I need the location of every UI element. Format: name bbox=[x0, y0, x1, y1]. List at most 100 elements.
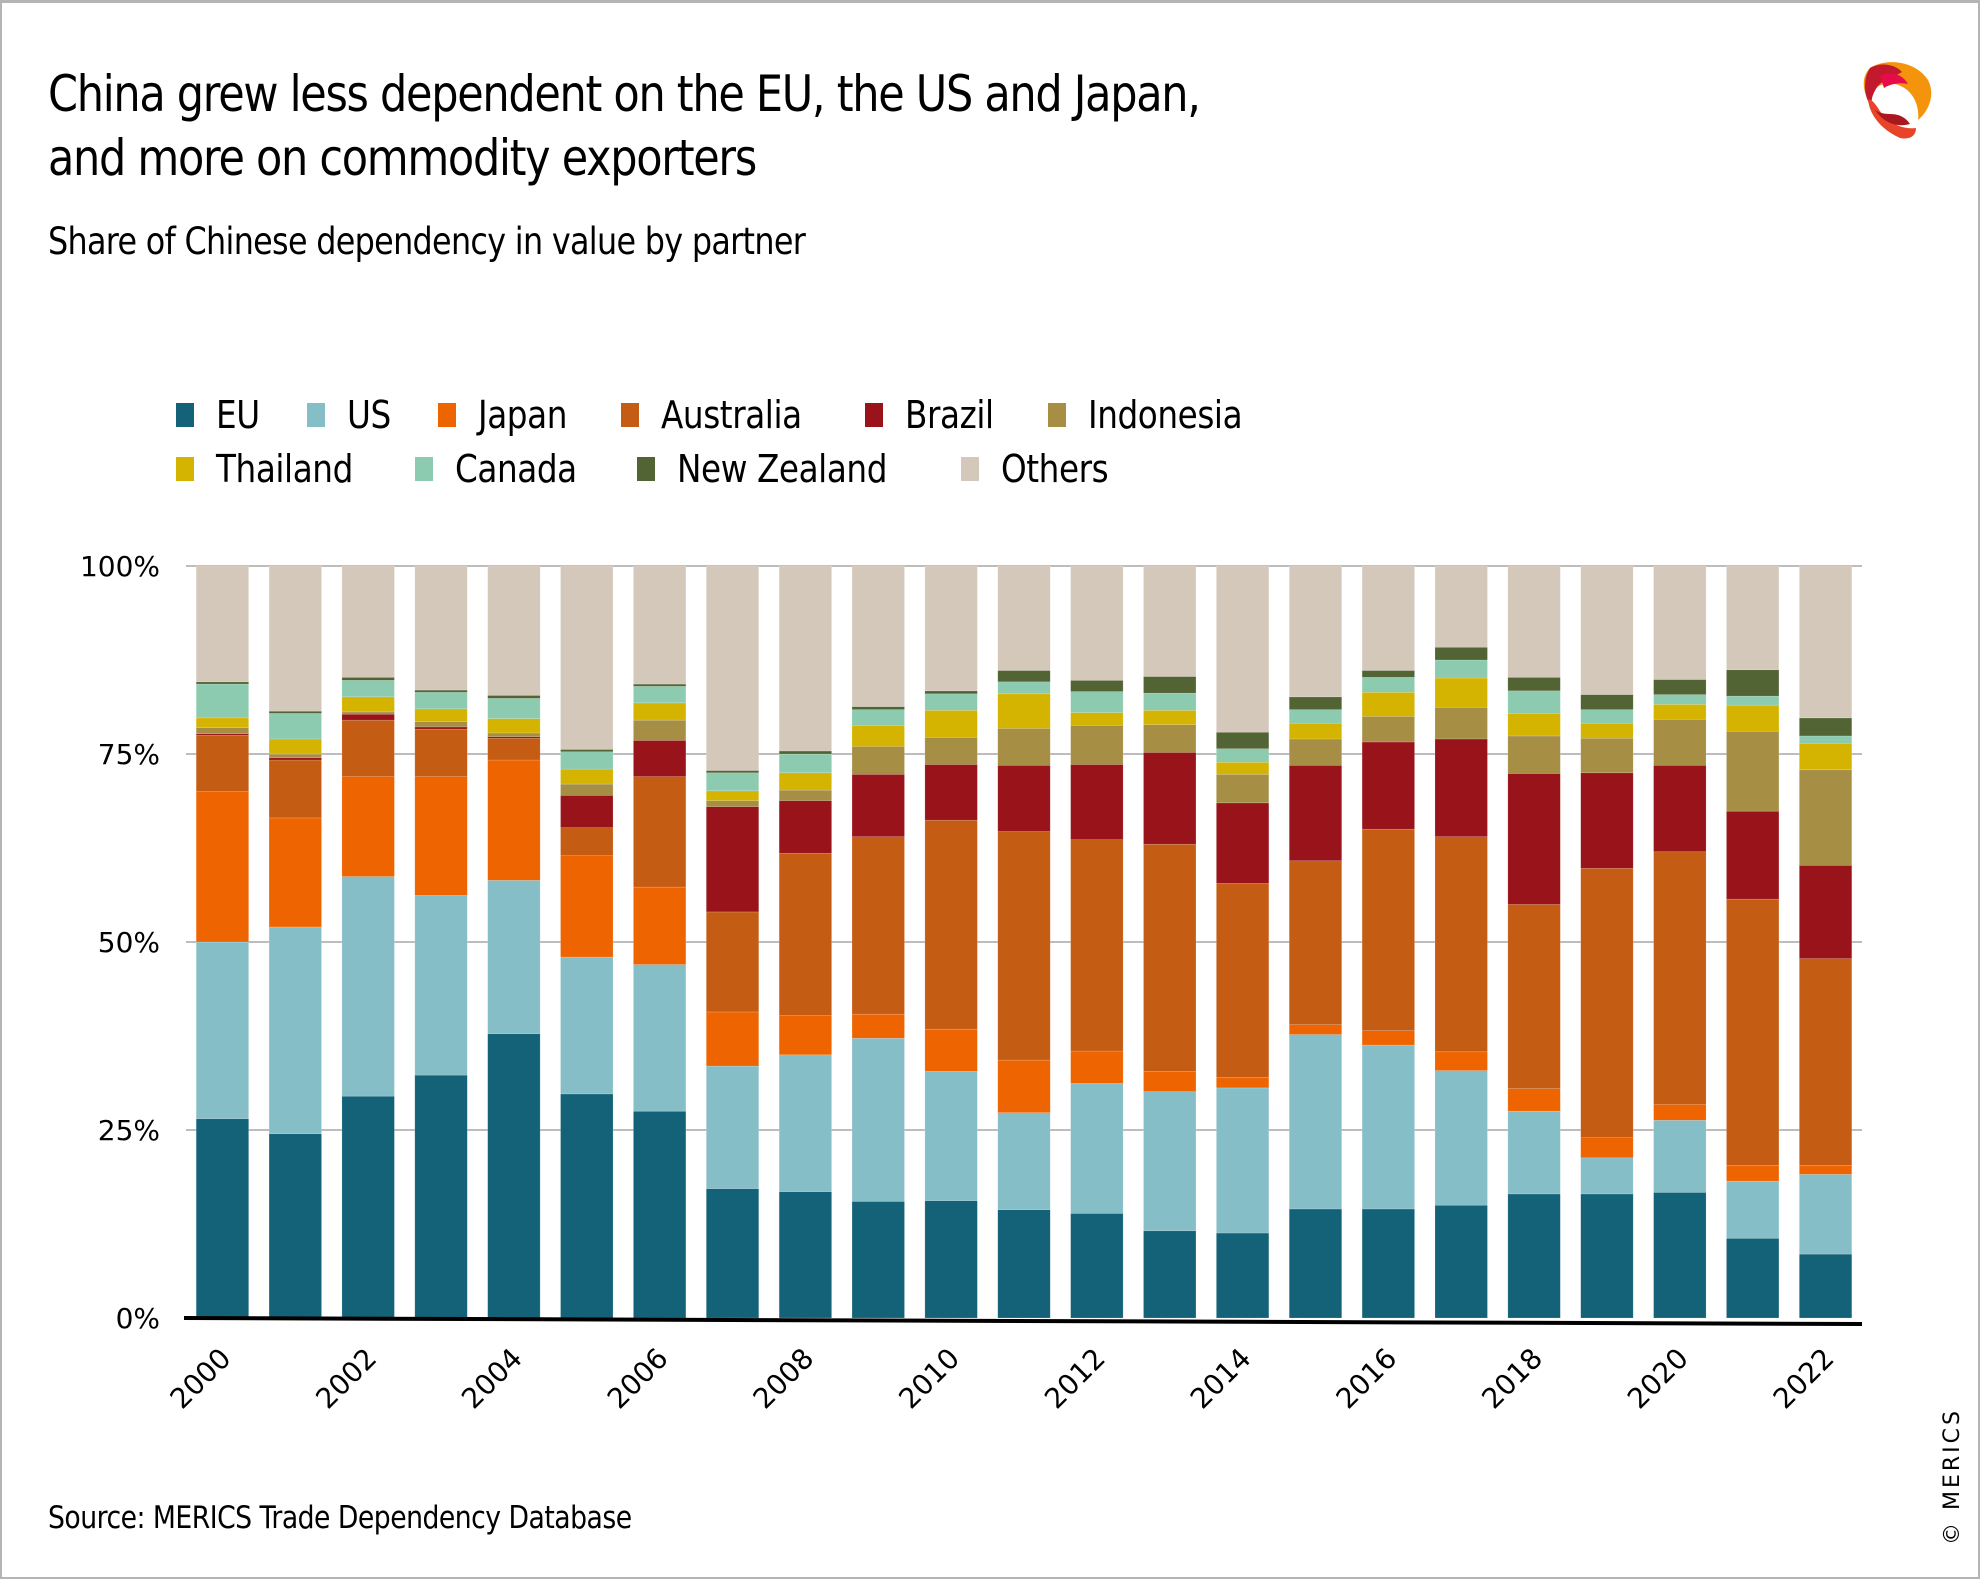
bar-segment-japan-2019 bbox=[1580, 1137, 1634, 1159]
bar-segment-japan-2000 bbox=[195, 791, 249, 943]
bar-segment-australia-2009 bbox=[851, 836, 905, 1015]
bar-segment-australia-2014 bbox=[1216, 883, 1270, 1078]
bar-segment-thailand-2022 bbox=[1799, 743, 1853, 771]
bar-segment-eu-2003 bbox=[414, 1074, 468, 1319]
bar-segment-eu-2015 bbox=[1288, 1208, 1343, 1319]
bar-segment-others-2004 bbox=[487, 565, 541, 696]
bar-segment-canada-2016 bbox=[1361, 676, 1415, 693]
bar-segment-us-2005 bbox=[560, 956, 614, 1095]
bar-segment-japan-2017 bbox=[1434, 1051, 1488, 1071]
bar-segment-indonesia-2021 bbox=[1726, 731, 1780, 812]
bar-segment-us-2011 bbox=[997, 1112, 1051, 1211]
legend-item-brazil: Brazil bbox=[864, 393, 1008, 437]
legend-swatch bbox=[176, 403, 194, 427]
merics-ribbon-logo-icon bbox=[1863, 62, 1932, 139]
source-note: Source: MERICS Trade Dependency Database bbox=[48, 1500, 632, 1536]
bar-segment-eu-2002 bbox=[341, 1095, 395, 1319]
bar-segment-new-zealand-2003 bbox=[414, 689, 468, 693]
x-tick-label: 2004 bbox=[455, 1342, 529, 1416]
bar-stack-2000 bbox=[195, 565, 249, 1319]
bar-segment-new-zealand-2021 bbox=[1726, 669, 1780, 697]
bar-segment-new-zealand-2011 bbox=[997, 670, 1051, 683]
bar-segment-us-2007 bbox=[705, 1065, 760, 1189]
legend-label: Indonesia bbox=[1087, 393, 1243, 437]
bar-stack-2016 bbox=[1361, 565, 1415, 1319]
bar-segment-others-2015 bbox=[1288, 565, 1343, 698]
bar-segment-eu-2020 bbox=[1653, 1192, 1707, 1319]
x-axis-ticks: 2000 2002 2004 2006 2008 2010 2012 2014 2016 2018… bbox=[164, 1342, 1841, 1416]
bar-segment-australia-2018 bbox=[1507, 904, 1561, 1089]
bar-segment-indonesia-2002 bbox=[341, 711, 395, 715]
bar-segment-canada-2000 bbox=[195, 683, 249, 719]
legend-swatch bbox=[437, 403, 456, 427]
bar-segment-japan-2020 bbox=[1653, 1104, 1707, 1121]
bar-segment-new-zealand-2000 bbox=[195, 681, 249, 685]
bar-segment-us-2009 bbox=[851, 1037, 905, 1202]
bar-segment-thailand-2012 bbox=[1070, 712, 1124, 726]
bar-segment-us-2013 bbox=[1143, 1091, 1197, 1232]
legend-item-japan: Japan bbox=[437, 393, 581, 437]
bar-segment-thailand-2002 bbox=[341, 696, 395, 713]
bar-segment-indonesia-2000 bbox=[195, 727, 249, 734]
bar-stack-2004 bbox=[487, 565, 541, 1319]
bar-segment-brazil-2018 bbox=[1507, 773, 1561, 905]
bar-stack-2005 bbox=[560, 565, 614, 1319]
bar-segment-indonesia-2007 bbox=[705, 800, 760, 807]
bar-stack-2003 bbox=[414, 565, 468, 1319]
bar-stack-2019 bbox=[1580, 565, 1634, 1319]
bar-segment-others-2020 bbox=[1653, 565, 1707, 680]
bar-segment-canada-2018 bbox=[1507, 690, 1561, 714]
x-tick-label: 2020 bbox=[1621, 1342, 1695, 1416]
bar-segment-japan-2022 bbox=[1799, 1165, 1853, 1175]
bar-segment-canada-2002 bbox=[341, 680, 395, 698]
bar-segment-new-zealand-2005 bbox=[560, 749, 614, 753]
bar-segment-brazil-2008 bbox=[778, 800, 832, 854]
legend-swatch bbox=[176, 457, 194, 481]
bar-segment-canada-2017 bbox=[1434, 659, 1488, 679]
bar-segment-new-zealand-2013 bbox=[1143, 676, 1197, 694]
bar-segment-us-2012 bbox=[1070, 1083, 1124, 1214]
bar-segment-new-zealand-2001 bbox=[268, 710, 322, 714]
bar-segment-australia-2001 bbox=[268, 759, 322, 819]
bar-segment-new-zealand-2008 bbox=[778, 750, 832, 755]
bar-segment-us-2018 bbox=[1507, 1110, 1561, 1195]
bar-segment-indonesia-2016 bbox=[1361, 716, 1415, 743]
bar-segment-thailand-2007 bbox=[705, 790, 760, 801]
y-tick-label: 50% bbox=[98, 926, 160, 959]
x-tick-label: 2000 bbox=[164, 1342, 238, 1416]
bar-segment-thailand-2019 bbox=[1580, 722, 1634, 739]
chart-title: China grew less dependent on the EU, the… bbox=[48, 62, 1201, 190]
bar-segment-canada-2011 bbox=[997, 681, 1051, 695]
bar-segment-new-zealand-2006 bbox=[633, 683, 687, 687]
legend-item-thailand: Thailand bbox=[176, 447, 375, 491]
x-tick-label: 2006 bbox=[601, 1342, 675, 1416]
bar-segment-japan-2007 bbox=[705, 1011, 760, 1067]
bar-segment-thailand-2014 bbox=[1216, 761, 1270, 775]
legend-label: New Zealand bbox=[676, 447, 887, 491]
bar-segment-indonesia-2010 bbox=[924, 737, 978, 765]
bar-segment-brazil-2011 bbox=[997, 764, 1051, 832]
bar-segment-others-2022 bbox=[1799, 565, 1853, 719]
bar-segment-eu-2000 bbox=[195, 1118, 249, 1319]
bar-segment-japan-2015 bbox=[1288, 1024, 1343, 1035]
bar-segment-new-zealand-2020 bbox=[1653, 679, 1707, 695]
bar-segment-brazil-2022 bbox=[1799, 864, 1853, 959]
bar-segment-japan-2004 bbox=[487, 759, 541, 881]
bar-segment-australia-2004 bbox=[487, 737, 541, 761]
bar-stack-2017 bbox=[1434, 565, 1488, 1319]
x-tick-label: 2002 bbox=[309, 1342, 383, 1416]
bar-segment-new-zealand-2015 bbox=[1288, 696, 1343, 710]
bar-segment-brazil-2007 bbox=[705, 806, 760, 913]
bar-segment-canada-2008 bbox=[778, 753, 832, 774]
bar-segment-us-2008 bbox=[778, 1054, 832, 1192]
bar-segment-canada-2004 bbox=[487, 698, 541, 719]
bar-segment-others-2017 bbox=[1434, 565, 1488, 648]
bar-stack-2011 bbox=[997, 565, 1051, 1319]
legend-item-us: US bbox=[306, 393, 398, 437]
bar-segment-australia-2019 bbox=[1580, 868, 1634, 1138]
bar-segment-japan-2003 bbox=[414, 776, 468, 896]
bar-segment-australia-2003 bbox=[414, 728, 468, 777]
legend-label: Brazil bbox=[904, 393, 994, 437]
bar-segment-japan-2018 bbox=[1507, 1088, 1561, 1112]
